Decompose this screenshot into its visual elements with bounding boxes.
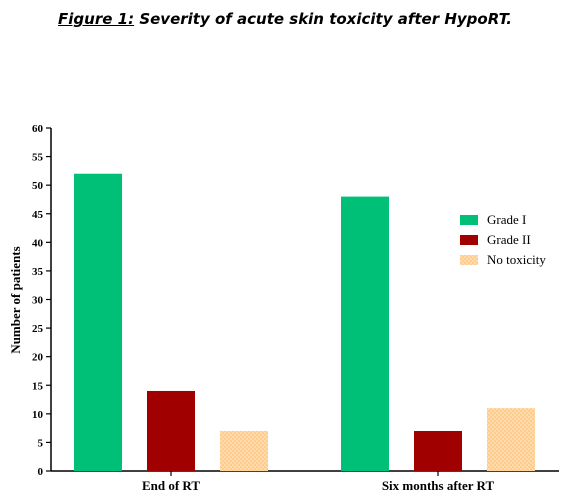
bar-grade-ii xyxy=(414,430,462,471)
figure-title: Figure 1: Severity of acute skin toxicit… xyxy=(0,10,570,28)
y-tick-label: 50 xyxy=(32,180,44,192)
y-tick-label: 25 xyxy=(32,323,44,335)
y-tick-label: 35 xyxy=(32,266,44,278)
bar-grade-i xyxy=(74,173,122,471)
x-tick-label: End of RT xyxy=(142,478,200,493)
y-tick-label: 0 xyxy=(38,466,44,478)
legend-swatch xyxy=(460,215,478,225)
legend-swatch xyxy=(460,235,478,245)
bar-no-toxicity xyxy=(487,408,535,471)
figure-caption: Severity of acute skin toxicity after Hy… xyxy=(134,10,512,28)
y-tick-label: 40 xyxy=(32,237,44,249)
legend: Grade I Grade II No toxicity xyxy=(460,212,546,267)
legend-swatch xyxy=(460,255,478,265)
legend-label: No toxicity xyxy=(487,252,546,267)
y-axis-label: Number of patients xyxy=(8,246,23,353)
x-tick-label: Six months after RT xyxy=(382,478,495,493)
bar-grade-ii xyxy=(147,390,195,471)
y-tick-label: 55 xyxy=(32,152,44,164)
legend-label: Grade II xyxy=(487,232,531,247)
y-tick-label: 10 xyxy=(32,409,44,421)
axes: 0 5 10 15 20 25 30 35 40 45 50 55 60 End of RT Six mon… xyxy=(32,123,559,493)
y-tick-label: 20 xyxy=(32,352,44,364)
bar-grade-i xyxy=(341,196,389,471)
bars xyxy=(74,173,535,471)
y-tick-label: 15 xyxy=(32,380,44,392)
y-tick-label: 5 xyxy=(38,437,44,449)
y-tick-label: 30 xyxy=(32,295,44,307)
bar-no-toxicity xyxy=(220,430,268,471)
y-tick-label: 60 xyxy=(32,123,44,135)
y-tick-label: 45 xyxy=(32,209,44,221)
figure-label: Figure 1: xyxy=(58,10,135,28)
legend-label: Grade I xyxy=(487,212,526,227)
